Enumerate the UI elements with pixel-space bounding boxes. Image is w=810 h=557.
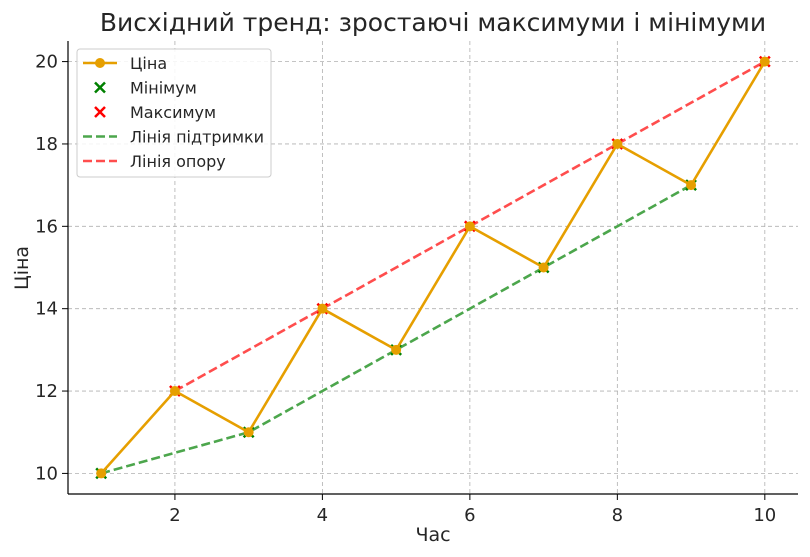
y-tick-label: 12 bbox=[35, 381, 58, 402]
price-line bbox=[100, 60, 766, 475]
x-tick-label: 10 bbox=[753, 505, 776, 526]
legend-label: Лінія підтримки bbox=[130, 128, 264, 147]
price-point bbox=[759, 56, 770, 67]
legend-label: Максимум bbox=[130, 103, 216, 122]
price-point bbox=[464, 221, 475, 232]
price-point bbox=[391, 344, 402, 355]
price-point bbox=[317, 303, 328, 314]
x-tick-label: 6 bbox=[464, 505, 475, 526]
x-tick-label: 8 bbox=[612, 505, 623, 526]
x-marker-stroke bbox=[94, 81, 106, 94]
price-point bbox=[538, 262, 549, 273]
legend-label: Лінія опору bbox=[130, 152, 226, 171]
x-tick-label: 4 bbox=[317, 505, 328, 526]
legend-label: Ціна bbox=[130, 54, 167, 73]
x-marker-stroke bbox=[94, 106, 106, 118]
legend: Ціна Мінімум Максимум Лінія підтримки Лінія … bbox=[76, 48, 272, 178]
dashed-line-support bbox=[100, 184, 692, 475]
chart-title: Висхідний тренд: зростаючі максимуми і м… bbox=[100, 8, 766, 37]
y-tick-label: 18 bbox=[35, 134, 58, 155]
series-lines bbox=[95, 55, 771, 480]
y-tick-label: 20 bbox=[35, 52, 58, 73]
legend-box bbox=[76, 48, 272, 178]
legend-item: Лінія підтримки bbox=[83, 128, 264, 147]
price-point bbox=[612, 138, 623, 149]
legend-item: Мінімум bbox=[94, 79, 197, 98]
legend-x-marker bbox=[94, 81, 106, 94]
y-tick-label: 10 bbox=[35, 463, 58, 484]
legend-marker bbox=[95, 58, 105, 68]
x-axis-label: Час bbox=[415, 524, 450, 546]
dashed-line-resistance bbox=[174, 60, 766, 393]
legend-x-marker bbox=[94, 106, 106, 118]
legend-item: Ціна bbox=[83, 54, 167, 73]
price-point bbox=[686, 180, 697, 191]
price-point bbox=[169, 386, 180, 397]
legend-item: Лінія опору bbox=[83, 152, 226, 171]
y-axis-label: Ціна bbox=[11, 246, 33, 290]
price-point bbox=[96, 468, 107, 479]
legend-label: Мінімум bbox=[130, 79, 197, 98]
axes: 2 4 6 8 10 10 12 14 16 18 20 bbox=[35, 41, 798, 526]
price-point bbox=[243, 427, 254, 438]
y-tick-label: 14 bbox=[35, 299, 58, 320]
legend-item: Максимум bbox=[94, 103, 216, 122]
y-tick-label: 16 bbox=[35, 216, 58, 237]
x-tick-label: 2 bbox=[169, 505, 180, 526]
